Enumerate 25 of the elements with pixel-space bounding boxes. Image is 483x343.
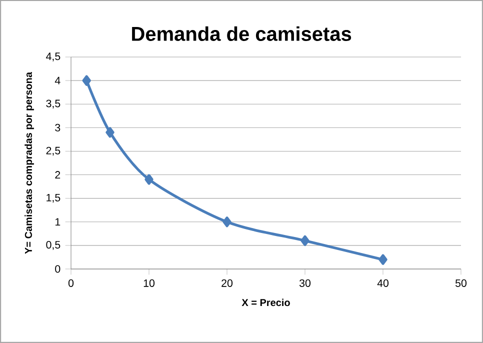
y-tick-label: 4 [54,76,60,84]
y-tick-label: 1,5 [46,194,60,203]
y-tick-label: 0,5 [46,241,60,250]
y-tick-label: 3,5 [46,100,60,109]
y-tick-label: 2 [55,171,60,178]
y-tick-label: 2,5 [46,146,60,156]
x-tick-label: 50 [455,279,467,287]
point [378,254,388,265]
x-tick-label: 20 [222,279,233,287]
point [222,216,232,228]
y-tick-label: 0 [55,265,60,273]
x-tick-label: 0 [68,279,74,287]
point [106,127,114,138]
x-tick-label: 10 [144,279,155,287]
x-tick-label: 30 [299,279,311,287]
x-axis-title: X = Precio [242,298,290,306]
chart-title: Demanda de camisetas [132,26,352,41]
point [300,235,310,246]
point [82,75,91,86]
y-tick-label: 3 [55,124,60,132]
y-tick-label: 4,5 [46,52,60,62]
point [144,174,154,185]
y-axis-title: Y= Camisetas compradas por persona [24,72,34,254]
y-tick-label: 1 [55,218,60,226]
x-tick-label: 40 [377,279,389,287]
